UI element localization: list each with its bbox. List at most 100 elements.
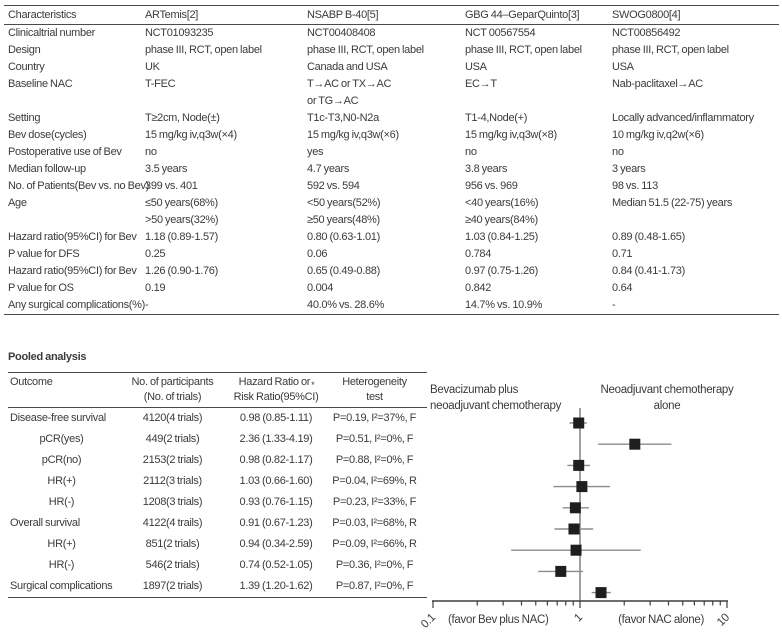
pooled-analysis-title: Pooled analysis	[8, 351, 87, 363]
trial-row-label: Hazard ratio(95%CI) for Bev	[8, 231, 137, 243]
pooled-heterogeneity-cell: P=0.19, I²=37%, F	[332, 412, 417, 424]
forest-point	[595, 587, 607, 599]
trial-row-label: Clinicaltrial number	[8, 27, 96, 39]
trial-row-label: Any surgical complications(%)	[8, 299, 146, 311]
trial-cell: 0.25	[145, 248, 166, 260]
pooled-header-heterogeneity: Heterogeneity test	[322, 373, 427, 408]
trial-cell: Locally advanced/inflammatory	[612, 112, 754, 124]
trial-row-label: Design	[8, 44, 41, 56]
trial-cell: 14.7% vs. 10.9%	[465, 299, 543, 311]
trial-cell: UK	[145, 61, 160, 73]
pooled-ratio-cell: 0.91 (0.67-1.23)	[239, 517, 313, 529]
trial-column-header: ARTemis[2]	[145, 9, 199, 21]
trial-cell: phase III, RCT, open label	[145, 44, 262, 56]
trial-cell: yes	[307, 146, 324, 158]
trial-table-row: Median follow-up 3.5 years 4.7 years 3.8 ye…	[4, 161, 779, 178]
trial-cell: 3 years	[612, 163, 646, 175]
pooled-heterogeneity-cell: P=0.04, I²=69%, R	[332, 475, 417, 487]
trial-cell: 399 vs. 401	[145, 180, 198, 192]
trial-cell: 0.65 (0.49-0.88)	[307, 265, 380, 277]
pooled-table-row: Overall survival 4122(4 trails) 0.91 (0.67…	[8, 513, 427, 534]
trial-cell: 0.97 (0.75-1.26)	[465, 265, 538, 277]
pooled-participants-cell: 449(2 trials)	[145, 433, 200, 445]
trial-cell: 0.84 (0.41-1.73)	[612, 265, 685, 277]
trial-cell: EC→T	[465, 78, 497, 90]
trial-cell: 956 vs. 969	[465, 180, 518, 192]
trial-cell: -	[145, 299, 149, 311]
pooled-ratio-cell: 0.98 (0.85-1.11)	[239, 412, 313, 424]
trial-row-label: Country	[8, 61, 45, 73]
trial-column-header: Characteristics	[8, 9, 77, 21]
trial-row-label: Median follow-up	[8, 163, 86, 175]
pooled-participants-cell: 1897(2 trials)	[142, 580, 203, 592]
trial-cell: 15 mg/kg iv,q3w(×4)	[145, 129, 237, 141]
pooled-participants-cell: 2153(2 trials)	[142, 454, 203, 466]
pooled-ratio-cell: 1.39 (1.20-1.62)	[239, 580, 313, 592]
pooled-heterogeneity-cell: P=0.09, I²=66%, R	[332, 538, 417, 550]
pooled-participants-cell: 851(2 trials)	[145, 538, 200, 550]
trial-cell: phase III, RCT, open label	[465, 44, 582, 56]
trial-table-row: No. of Patients(Bev vs. no Bev) 399 vs. 4…	[4, 178, 779, 195]
trial-cell: no	[145, 146, 157, 158]
pooled-ratio-cell: 0.98 (0.82-1.17)	[239, 454, 313, 466]
trial-table-row: Bev dose(cycles) 15 mg/kg iv,q3w(×4) 15 mg…	[4, 127, 779, 144]
pooled-heterogeneity-cell: P=0.51, I²=0%, F	[335, 433, 414, 445]
trial-row-label: Bev dose(cycles)	[8, 129, 87, 141]
axis-note-left: (favor Bev plus NAC)	[448, 614, 549, 626]
trial-cell: <50 years(52%) ≥50 years(48%)	[307, 197, 381, 226]
pooled-participants-cell: 1208(3 trials)	[142, 496, 203, 508]
trial-table-body: Clinicaltrial number NCT01093235 NCT004084…	[4, 25, 779, 315]
trial-column-header: SWOG0800[4]	[612, 9, 681, 21]
trial-cell: 1.18 (0.89-1.57)	[145, 231, 218, 243]
x-tick-label: 0.1	[419, 612, 438, 631]
pooled-participants-cell: 4120(4 trials)	[142, 412, 203, 424]
trial-cell: Median 51.5 (22-75) years	[612, 197, 733, 209]
trial-row-label: Postoperative use of Bev	[8, 146, 122, 158]
trial-row-label: P value for OS	[8, 282, 74, 294]
pooled-header-participants: No. of participants (No. of trials)	[115, 373, 230, 408]
pooled-table-row: HR(-) 1208(3 trials) 0.93 (0.76-1.15) P=0.2…	[8, 492, 427, 513]
trial-table-header-row: Characteristics ARTemis[2] NSABP B-40[5] GB…	[4, 5, 779, 25]
pooled-header-outcome: Outcome	[10, 376, 53, 388]
pooled-outcome-cell: Surgical complications	[10, 580, 113, 592]
trial-column-header: NSABP B-40[5]	[307, 9, 379, 21]
trial-cell: USA	[465, 61, 487, 73]
trial-cell: NCT01093235	[145, 27, 214, 39]
trial-table-row: Any surgical complications(%) -40.0% vs. …	[4, 297, 779, 315]
trial-table-row: Hazard ratio(95%CI) for Bev 1.18 (0.89-1.…	[4, 229, 779, 246]
trial-cell: 15 mg/kg iv,q3w(×6)	[307, 129, 399, 141]
pooled-ratio-cell: 0.94 (0.34-2.59)	[239, 538, 313, 550]
trial-table-row: Design phase III, RCT, open label phase II…	[4, 42, 779, 59]
pooled-header-participants-line2: (No. of trials)	[143, 391, 202, 403]
trial-cell: 98 vs. 113	[612, 180, 658, 192]
trial-cell: ≤50 years(68%) >50 years(32%)	[145, 197, 219, 226]
pooled-participants-cell: 2112(3 trials)	[143, 475, 202, 487]
x-tick-label: 1	[572, 612, 585, 625]
trial-row-label: P value for DFS	[8, 248, 80, 260]
trial-cell: 0.842	[465, 282, 492, 294]
trial-cell: <40 years(16%) ≥40 years(84%)	[465, 197, 539, 226]
pooled-header-ratio-line2: Risk Ratio(95%CI)	[233, 391, 319, 403]
pooled-table-body: Disease-free survival 4120(4 trials) 0.98 …	[8, 408, 427, 598]
trial-characteristics-table: Characteristics ARTemis[2] NSABP B-40[5] GB…	[4, 5, 779, 315]
pooled-table-row: pCR(no) 2153(2 trials) 0.98 (0.82-1.17) P=0…	[8, 450, 427, 471]
forest-point	[570, 544, 582, 556]
trial-cell: T→AC or TX→AC or TG→AC	[307, 78, 392, 107]
pooled-outcome-cell: pCR(no)	[41, 454, 82, 466]
pooled-header-ratio-line1: Hazard Ratio or*	[238, 376, 315, 390]
trial-cell: T≥2cm, Node(±)	[145, 112, 220, 124]
trial-table-row: Postoperative use of Bev no yes no no	[4, 144, 779, 161]
pooled-table-row: HR(+) 2112(3 trials) 1.03 (0.66-1.60) P=0.0…	[8, 471, 427, 492]
trial-table-row: Clinicaltrial number NCT01093235 NCT004084…	[4, 25, 779, 43]
pooled-header-het-line1: Heterogeneity	[342, 376, 407, 388]
trial-cell: 3.5 years	[145, 163, 188, 175]
trial-cell: 0.71	[612, 248, 633, 260]
forest-point	[555, 565, 567, 577]
trial-column-header: GBG 44–GeparQuinto[3]	[465, 9, 580, 21]
pooled-heterogeneity-cell: P=0.23, I²=33%, F	[332, 496, 417, 508]
trial-cell: 0.89 (0.48-1.65)	[612, 231, 685, 243]
pooled-heterogeneity-cell: P=0.88, I²=0%, F	[335, 454, 414, 466]
pooled-outcome-cell: Overall survival	[10, 517, 80, 529]
trial-cell: 0.64	[612, 282, 633, 294]
pooled-outcome-cell: HR(+)	[47, 475, 76, 487]
